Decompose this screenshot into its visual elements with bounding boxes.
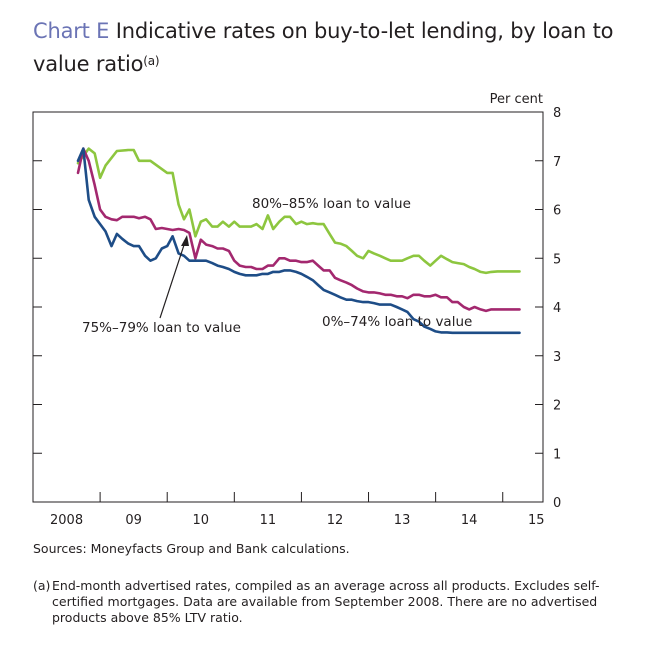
title-footnote-mark: (a) bbox=[143, 54, 160, 68]
y-tick-label: 3 bbox=[553, 350, 561, 365]
annotation-arrow-head bbox=[181, 235, 189, 246]
annotation-label: 75%–79% loan to value bbox=[82, 320, 241, 336]
annotation-label: 80%–85% loan to value bbox=[252, 196, 411, 212]
chart-label: Chart E bbox=[33, 19, 110, 43]
sources-note: Sources: Moneyfacts Group and Bank calcu… bbox=[33, 541, 633, 557]
x-tick-label: 10 bbox=[192, 513, 209, 528]
x-tick-label: 13 bbox=[394, 513, 411, 528]
y-tick-label: 6 bbox=[553, 204, 561, 219]
series-line-ltv_0_74 bbox=[76, 147, 521, 335]
x-tick-label: 2008 bbox=[50, 513, 83, 528]
y-tick-label: 2 bbox=[553, 399, 561, 414]
sources-text: Sources: Moneyfacts Group and Bank calcu… bbox=[33, 541, 350, 556]
footnote-mark: (a) bbox=[33, 578, 51, 593]
series-lines bbox=[76, 147, 521, 335]
y-tick-label: 5 bbox=[553, 252, 561, 267]
chart-title: Chart E Indicative rates on buy-to-let l… bbox=[33, 16, 633, 79]
y-tick-label: 7 bbox=[553, 155, 561, 170]
series-line-ltv_80_85 bbox=[76, 147, 521, 275]
annotation-label: 0%–74% loan to value bbox=[322, 314, 472, 330]
x-tick-label: 09 bbox=[125, 513, 142, 528]
y-axis-label: Per cent bbox=[490, 92, 543, 107]
y-tick-label: 8 bbox=[553, 106, 561, 121]
y-tick-label: 0 bbox=[553, 496, 561, 511]
footnote: (a) End-month advertised rates, compiled… bbox=[33, 578, 633, 626]
x-tick-label: 14 bbox=[461, 513, 478, 528]
series-line-ltv_75_79 bbox=[76, 147, 521, 313]
y-tick-label: 1 bbox=[553, 447, 561, 462]
x-tick-label: 12 bbox=[327, 513, 344, 528]
y-axis-ticks: 0 1 2 3 4 5 6 7 8 bbox=[33, 106, 561, 511]
chart-title-text: Indicative rates on buy-to-let lending, … bbox=[33, 19, 614, 76]
x-tick-label: 15 bbox=[528, 513, 545, 528]
x-axis-ticks: 2008 09 10 11 12 13 14 15 bbox=[50, 492, 545, 528]
annotations: 80%–85% loan to value 75%–79% loan to val… bbox=[82, 196, 472, 336]
y-tick-label: 4 bbox=[553, 301, 561, 316]
footnote-text: End-month advertised rates, compiled as … bbox=[52, 578, 600, 625]
annotation-arrow-line bbox=[159, 241, 186, 319]
x-tick-label: 11 bbox=[260, 513, 277, 528]
